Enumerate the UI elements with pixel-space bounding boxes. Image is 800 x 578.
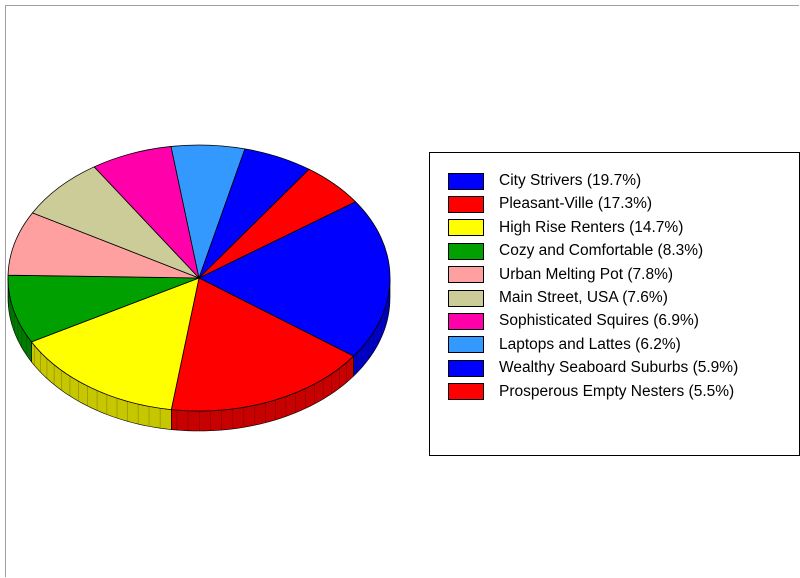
legend-swatch xyxy=(448,219,484,237)
legend-series-name: Main Street, USA xyxy=(499,289,618,306)
legend-item: Cozy and Comfortable (8.3%) xyxy=(448,240,703,262)
legend-label: Wealthy Seaboard Suburbs (5.9%) xyxy=(499,359,738,377)
pie-slice-9 xyxy=(198,168,357,279)
legend-label: Cozy and Comfortable (8.3%) xyxy=(499,242,703,260)
legend-item: Wealthy Seaboard Suburbs (5.9%) xyxy=(448,357,738,379)
legend-item: Sophisticated Squires (6.9%) xyxy=(448,310,699,332)
legend-item: City Strivers (19.7%) xyxy=(448,170,641,192)
legend-series-name: Prosperous Empty Nesters xyxy=(499,382,685,400)
legend-swatch xyxy=(448,289,484,307)
legend-item: Urban Melting Pot (7.8%) xyxy=(448,264,673,286)
legend-swatch xyxy=(448,359,484,377)
pie-slice-0 xyxy=(198,201,391,357)
pie-slice-2 xyxy=(30,277,200,411)
pie-top xyxy=(7,144,391,412)
legend-swatch xyxy=(448,266,484,284)
legend-label: Main Street, USA (7.6%) xyxy=(499,289,668,307)
legend-percent: (5.9%) xyxy=(692,359,739,377)
chart-legend: City Strivers (19.7%) Pleasant-Ville (17.… xyxy=(429,152,800,456)
legend-swatch xyxy=(448,242,484,260)
legend-series-name: Sophisticated Squires xyxy=(499,312,649,330)
legend-series-name: High Rise Renters xyxy=(499,218,625,236)
legend-swatch xyxy=(448,172,484,190)
legend-label: City Strivers (19.7%) xyxy=(499,172,641,190)
legend-series-name: City Strivers xyxy=(499,172,583,189)
legend-percent: (6.2%) xyxy=(635,335,681,353)
legend-series-name: Pleasant-Ville xyxy=(499,195,594,213)
legend-percent: (19.7%) xyxy=(586,172,642,189)
legend-label: Prosperous Empty Nesters (5.5%) xyxy=(499,383,734,401)
pie-slice-4 xyxy=(7,212,200,279)
pie-slice-1 xyxy=(170,277,355,412)
legend-label: Urban Melting Pot (7.8%) xyxy=(499,266,673,284)
legend-series-name: Wealthy Seaboard Suburbs xyxy=(499,359,689,377)
legend-item: Main Street, USA (7.6%) xyxy=(448,287,668,309)
legend-percent: (7.8%) xyxy=(627,265,674,283)
legend-series-name: Cozy and Comfortable xyxy=(499,242,654,260)
legend-swatch xyxy=(448,312,484,330)
legend-series-name: Urban Melting Pot xyxy=(499,265,624,283)
legend-series-name: Laptops and Lattes xyxy=(499,335,631,353)
legend-item: High Rise Renters (14.7%) xyxy=(448,217,683,239)
legend-label: Sophisticated Squires (6.9%) xyxy=(499,312,699,330)
legend-percent: (14.7%) xyxy=(629,218,684,236)
legend-percent: (5.5%) xyxy=(688,382,735,400)
legend-label: High Rise Renters (14.7%) xyxy=(499,219,683,237)
legend-item: Pleasant-Ville (17.3%) xyxy=(448,193,652,215)
legend-swatch xyxy=(448,195,484,213)
legend-item: Prosperous Empty Nesters (5.5%) xyxy=(448,381,734,403)
pie-slice-3 xyxy=(7,274,200,343)
legend-percent: (7.6%) xyxy=(622,289,668,306)
legend-percent: (8.3%) xyxy=(657,242,704,260)
legend-label: Pleasant-Ville (17.3%) xyxy=(499,195,652,213)
legend-label: Laptops and Lattes (6.2%) xyxy=(499,336,681,354)
legend-swatch xyxy=(448,336,484,354)
legend-percent: (17.3%) xyxy=(597,195,653,213)
legend-item: Laptops and Lattes (6.2%) xyxy=(448,334,681,356)
legend-swatch xyxy=(448,383,484,401)
legend-percent: (6.9%) xyxy=(653,312,699,330)
